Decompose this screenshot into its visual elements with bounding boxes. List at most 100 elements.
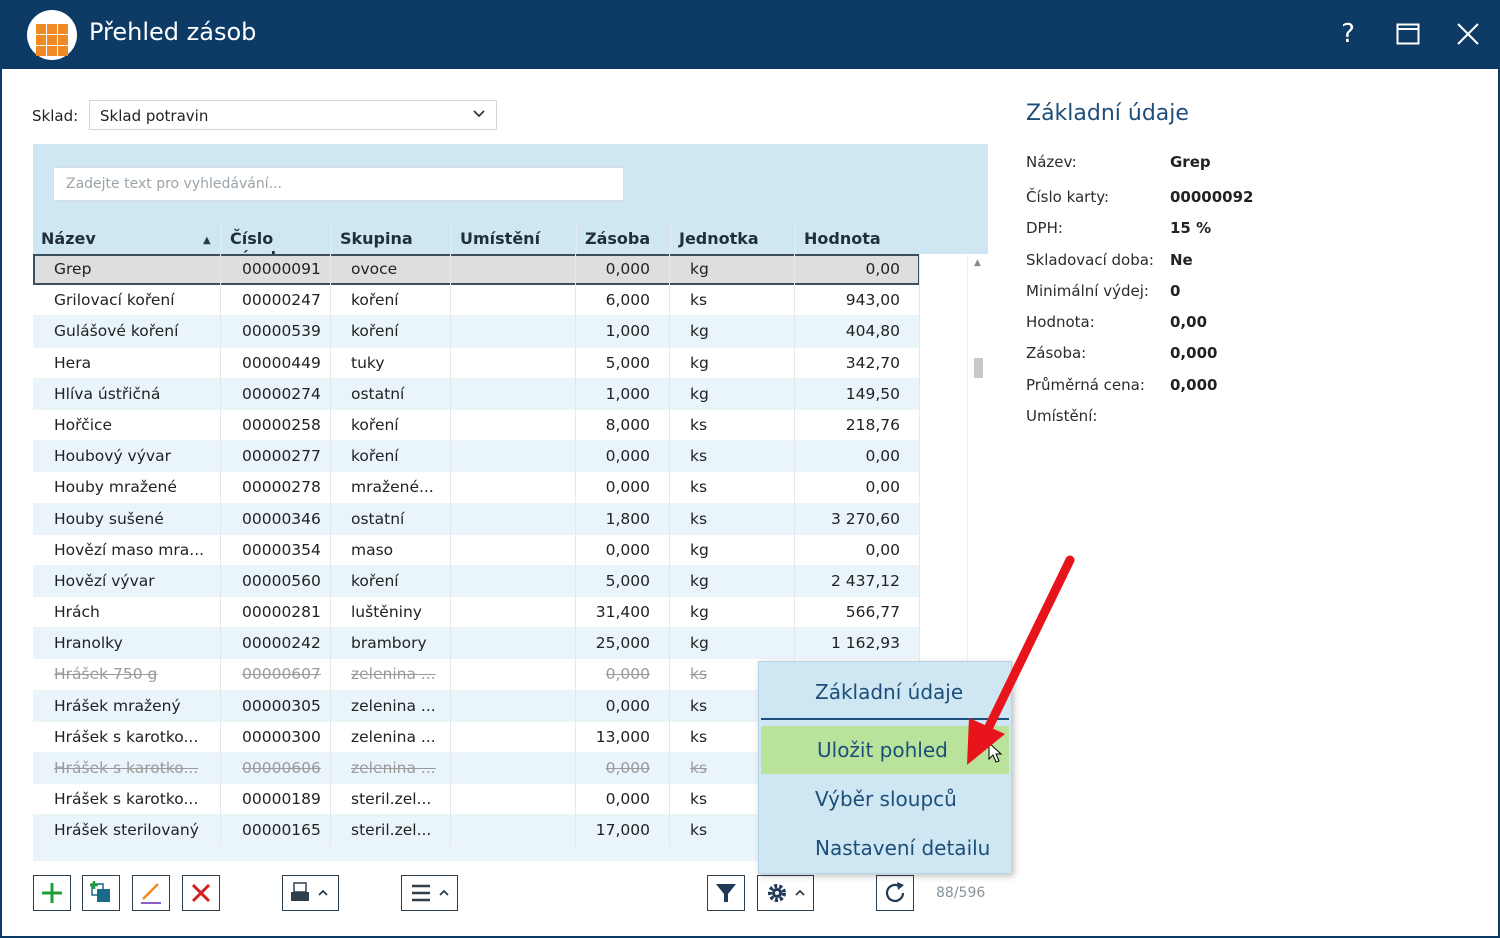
cell-skupina: ostatní — [331, 378, 451, 410]
table-row[interactable]: Hranolky 00000242 brambory 25,000 kg 1 162,93 — [33, 628, 920, 660]
help-icon[interactable]: ? — [1341, 19, 1355, 49]
cell-cislo: 00000281 — [221, 597, 331, 629]
menu-button[interactable] — [401, 875, 458, 911]
refresh-button[interactable] — [876, 875, 914, 911]
cell-zasoba: 0,000 — [576, 254, 670, 285]
cell-hodnota: 342,70 — [795, 347, 920, 379]
table-row[interactable]: Houby mražené 00000278 mražené... 0,000 ks 0,… — [33, 472, 920, 504]
close-icon[interactable] — [1448, 14, 1488, 54]
column-header-umisteni[interactable]: Umístění — [451, 222, 576, 254]
cell-cislo: 00000258 — [221, 409, 331, 441]
table-row[interactable]: Houbový vývar 00000277 koření 0,000 ks 0,00 — [33, 441, 920, 473]
menu-item-vyber-sloupcu[interactable]: Výběr sloupců — [815, 787, 957, 811]
cell-cislo: 00000278 — [221, 472, 331, 504]
column-header-nazev[interactable]: Název — [41, 229, 96, 248]
table-row[interactable]: Hlíva ústřičná 00000274 ostatní 1,000 kg 149,… — [33, 378, 920, 410]
cell-umisteni — [451, 784, 576, 816]
cell-jednotka: kg — [670, 254, 795, 285]
arrow-annotation — [967, 555, 1075, 765]
cell-umisteni — [451, 409, 576, 441]
scroll-thumb[interactable] — [974, 358, 983, 378]
table-row[interactable]: Hera 00000449 tuky 5,000 kg 342,70 — [33, 347, 920, 379]
gear-icon — [767, 884, 805, 902]
cell-umisteni — [451, 597, 576, 629]
cell-skupina: zelenina ... — [331, 690, 451, 722]
detail-value: 0,00 — [1170, 313, 1208, 331]
cell-skupina: zelenina ... — [331, 659, 451, 691]
cell-zasoba: 0,000 — [576, 753, 670, 784]
cell-zasoba: 1,000 — [576, 316, 670, 348]
table-row[interactable]: Hrášek s karotko... 00000300 zelenina ... 1… — [33, 721, 920, 753]
cell-skupina: ostatní — [331, 503, 451, 535]
copy-add-button[interactable] — [82, 875, 120, 911]
sklad-select[interactable]: Sklad potravin — [89, 100, 497, 130]
column-header-cislo[interactable]: Číslo zásoby — [221, 222, 331, 267]
cell-cislo: 00000539 — [221, 316, 331, 348]
edit-icon — [141, 883, 161, 904]
column-header-skupina[interactable]: Skupina — [331, 222, 451, 254]
detail-value: 0,000 — [1170, 376, 1218, 394]
table-row[interactable]: Hrách 00000281 luštěniny 31,400 kg 566,77 — [33, 597, 920, 629]
cell-skupina: ovoce — [331, 254, 451, 285]
column-header-zasoba[interactable]: Zásoba — [576, 222, 670, 254]
cell-jednotka: ks — [670, 503, 795, 535]
cell-hodnota: 0,00 — [795, 472, 920, 504]
cell-zasoba: 31,400 — [576, 597, 670, 629]
menu-item-zakladni-udaje[interactable]: Základní údaje — [815, 680, 964, 704]
menu-item-nastaveni-detailu[interactable]: Nastavení detailu — [815, 836, 991, 860]
table-row[interactable]: Grilovací koření 00000247 koření 6,000 ks 943… — [33, 285, 920, 317]
table-row[interactable]: Hovězí vývar 00000560 koření 5,000 kg 2 437,1… — [33, 565, 920, 598]
cell-skupina: zelenina ... — [331, 721, 451, 753]
cell-nazev: Hrášek s karotko... — [33, 784, 221, 816]
search-input[interactable]: Zadejte text pro vyhledávání... — [53, 167, 624, 201]
cell-nazev: Hrášek sterilovaný — [33, 815, 221, 847]
cell-cislo: 00000189 — [221, 784, 331, 816]
print-button[interactable] — [282, 875, 339, 911]
cell-zasoba: 5,000 — [576, 347, 670, 379]
settings-button[interactable] — [757, 875, 814, 911]
cell-cislo: 00000607 — [221, 659, 331, 691]
table-row[interactable]: Hrášek 750 g 00000607 zelenina ... 0,000 ks — [33, 659, 920, 691]
add-button[interactable] — [33, 875, 71, 911]
table-row[interactable]: Gulášové koření 00000539 koření 1,000 kg 404,… — [33, 316, 920, 348]
delete-button[interactable] — [182, 875, 220, 911]
detail-label: DPH: — [1026, 219, 1063, 237]
cell-zasoba: 5,000 — [576, 565, 670, 597]
cell-umisteni — [451, 347, 576, 379]
cell-zasoba: 25,000 — [576, 628, 670, 660]
cell-zasoba: 13,000 — [576, 721, 670, 753]
cell-nazev: Gulášové koření — [33, 316, 221, 348]
filter-button[interactable] — [707, 875, 745, 911]
cell-skupina: luštěniny — [331, 597, 451, 629]
cell-nazev: Hrášek 750 g — [33, 659, 221, 691]
cell-jednotka: kg — [670, 565, 795, 597]
cell-nazev: Hlíva ústřičná — [33, 378, 221, 410]
table-row[interactable]: Hořčice 00000258 koření 8,000 ks 218,76 — [33, 409, 920, 442]
cell-nazev: Hranolky — [33, 628, 221, 660]
scroll-up-icon[interactable]: ▲ — [974, 258, 981, 268]
cell-cislo: 00000354 — [221, 534, 331, 566]
cell-cislo: 00000277 — [221, 441, 331, 473]
table-row[interactable]: Grep 00000091 ovoce 0,000 kg 0,00 — [33, 254, 920, 286]
cell-nazev: Hrášek s karotko... — [33, 721, 221, 753]
filter-icon — [716, 884, 736, 902]
cell-cislo: 00000165 — [221, 815, 331, 847]
table-row[interactable]: Hrášek s karotko... 00000189 steril.zel...… — [33, 784, 920, 816]
cell-zasoba: 0,000 — [576, 659, 670, 691]
cell-umisteni — [451, 753, 576, 784]
detail-label: Zásoba: — [1026, 344, 1087, 362]
table-row[interactable] — [33, 846, 920, 861]
edit-button[interactable] — [132, 875, 170, 911]
sort-asc-icon: ▲ — [203, 235, 211, 246]
column-header-hodnota[interactable]: Hodnota — [795, 222, 920, 254]
cell-cislo: 00000606 — [221, 753, 331, 784]
cell-cislo: 00000247 — [221, 285, 331, 317]
maximize-icon[interactable] — [1388, 14, 1428, 54]
table-row[interactable]: Hovězí maso mra... 00000354 maso 0,000 kg 0,0… — [33, 534, 920, 566]
column-header-jednotka[interactable]: Jednotka — [670, 222, 795, 254]
cell-nazev: Hrášek s karotko... — [33, 753, 221, 784]
cell-skupina: koření — [331, 285, 451, 317]
menu-separator — [761, 718, 1009, 720]
table-row[interactable]: Houby sušené 00000346 ostatní 1,800 ks 3 270,… — [33, 503, 920, 535]
cell-skupina: brambory — [331, 628, 451, 660]
